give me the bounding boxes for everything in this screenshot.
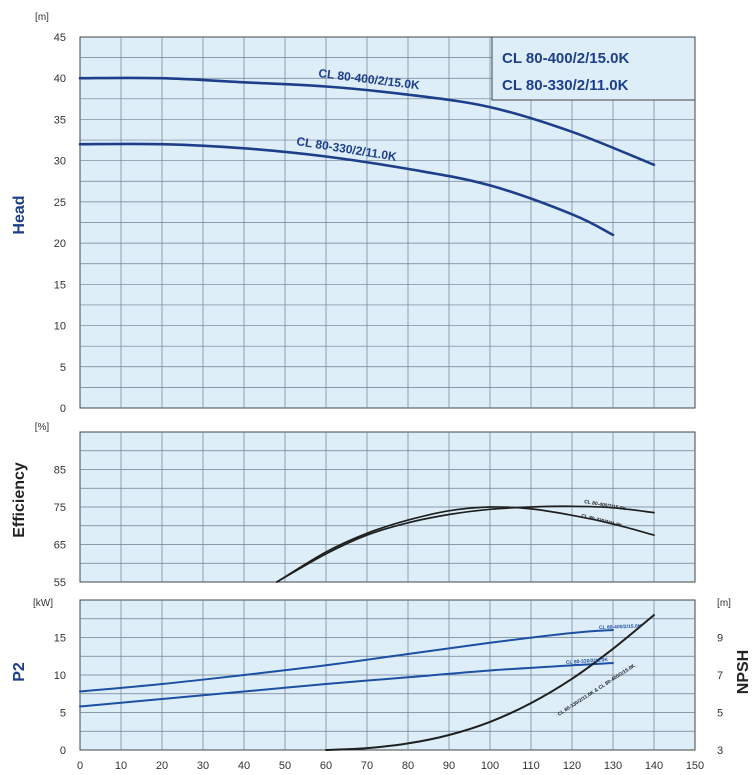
- y2-tick-label: 3: [717, 745, 723, 757]
- y-tick-label: 75: [54, 502, 66, 514]
- x-tick-label: 80: [402, 760, 414, 772]
- legend-entry-1: CL 80-400/2/15.0K: [502, 50, 629, 67]
- x-tick-label: 60: [320, 760, 332, 772]
- data-series: [78, 76, 656, 751]
- head-axis-title: Head: [11, 195, 28, 234]
- x-tick-label: 140: [645, 760, 663, 772]
- legend-entry-2: CL 80-330/2/11.0K: [502, 77, 629, 94]
- efficiency-axis-title: Efficiency: [11, 462, 28, 538]
- x-tick-label: 130: [604, 760, 622, 772]
- p2-unit: [kW]: [33, 598, 53, 609]
- series-line-0-1: [78, 142, 615, 237]
- y2-tick-label: 9: [717, 633, 723, 645]
- series-line-1-1: [275, 506, 655, 583]
- series-line-2-0: [79, 629, 614, 693]
- head-unit: [m]: [35, 12, 49, 23]
- y-tick-label: 0: [60, 745, 66, 757]
- x-tick-label: 50: [279, 760, 291, 772]
- y-tick-label: 10: [54, 670, 66, 682]
- y-tick-label: 20: [54, 238, 66, 250]
- npsh-unit: [m]: [717, 598, 731, 609]
- p2-axis-title: P2: [11, 662, 28, 682]
- x-tick-label: 10: [115, 760, 127, 772]
- y-tick-label: 15: [54, 279, 66, 291]
- y-tick-label: 5: [60, 362, 66, 374]
- x-tick-label: 120: [563, 760, 581, 772]
- legend: CL 80-400/2/15.0K CL 80-330/2/11.0K: [491, 36, 696, 101]
- y-tick-label: 30: [54, 156, 66, 168]
- y-tick-label: 65: [54, 540, 66, 552]
- p2-curve-label-1: CL 80-400/2/15.0K: [599, 624, 642, 631]
- y-tick-label: 85: [54, 465, 66, 477]
- y2-tick-label: 5: [717, 708, 723, 720]
- y-tick-label: 55: [54, 577, 66, 589]
- series-line-2-2: [325, 614, 655, 751]
- y-tick-label: 5: [60, 708, 66, 720]
- x-tick-label: 20: [156, 760, 168, 772]
- x-tick-label: 100: [481, 760, 499, 772]
- y-tick-label: 10: [54, 321, 66, 333]
- efficiency-unit: [%]: [35, 422, 50, 433]
- x-tick-label: 150: [686, 760, 704, 772]
- npsh-axis-title: NPSH: [735, 650, 752, 694]
- series-line-0-0: [78, 76, 656, 167]
- y-tick-label: 0: [60, 403, 66, 415]
- x-tick-label: 30: [197, 760, 209, 772]
- legend-box: [491, 36, 696, 101]
- series-line-1-0: [275, 505, 655, 583]
- y-tick-label: 25: [54, 197, 66, 209]
- y-tick-label: 40: [54, 73, 66, 85]
- y2-tick-label: 7: [717, 670, 723, 682]
- x-tick-label: 40: [238, 760, 250, 772]
- p2-curve-label-2: CL 80-330/2/11.0K: [566, 657, 609, 666]
- x-tick-label: 110: [522, 760, 540, 772]
- series-line-2-1: [79, 662, 614, 708]
- y-tick-label: 35: [54, 114, 66, 126]
- x-tick-label: 90: [443, 760, 455, 772]
- x-tick-label: 70: [361, 760, 373, 772]
- y-tick-label: 45: [54, 32, 66, 44]
- y-tick-label: 15: [54, 633, 66, 645]
- x-tick-label: 0: [77, 760, 83, 772]
